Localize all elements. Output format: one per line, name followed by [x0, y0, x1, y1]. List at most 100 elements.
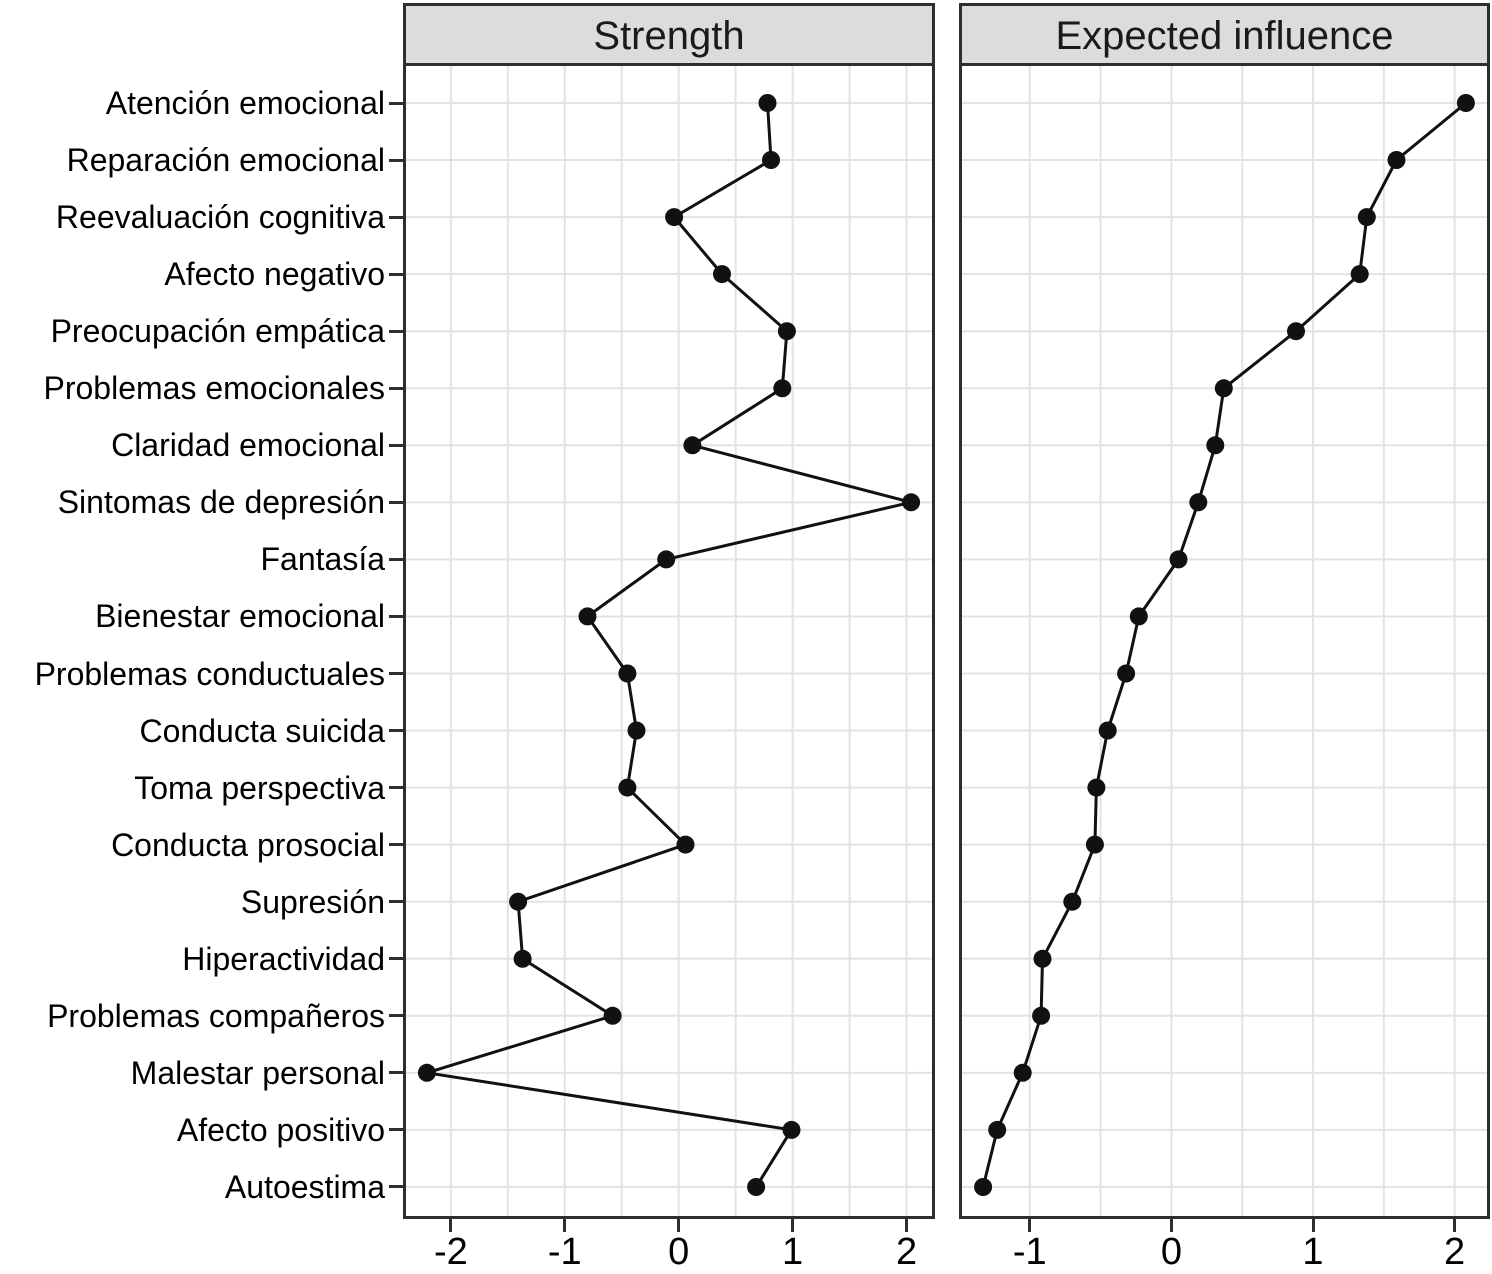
data-point	[1098, 721, 1117, 740]
data-point	[777, 322, 796, 341]
y-axis-tick	[389, 900, 403, 904]
y-axis-tick	[389, 272, 403, 276]
data-point	[1032, 1006, 1051, 1025]
data-point	[1357, 208, 1376, 227]
panel-strip-strength: Strength	[403, 3, 935, 63]
data-point	[1033, 949, 1052, 968]
data-point	[762, 151, 780, 169]
y-axis-label: Bienestar emocional	[95, 598, 385, 635]
x-axis-tick	[1028, 1219, 1032, 1232]
data-point	[1387, 151, 1406, 169]
series-line	[426, 102, 912, 1188]
expected-influence-panel	[959, 63, 1490, 1219]
data-point	[1287, 322, 1305, 341]
data-point	[513, 949, 532, 968]
data-point	[1206, 436, 1225, 455]
y-axis-tick	[389, 329, 403, 333]
y-axis-label: Reevaluación cognitiva	[55, 199, 385, 236]
y-axis-tick	[389, 1071, 403, 1075]
x-axis-tick	[1169, 1219, 1173, 1232]
data-point	[665, 208, 684, 227]
data-point	[683, 436, 702, 455]
x-axis-tick	[449, 1219, 453, 1232]
data-point	[1085, 835, 1104, 854]
y-axis-tick	[389, 386, 403, 390]
data-point	[1189, 493, 1208, 512]
data-point	[1214, 379, 1233, 398]
series-line	[981, 101, 1467, 1188]
y-axis-tick	[389, 843, 403, 847]
x-axis-tick-label: -1	[547, 1231, 582, 1273]
y-axis-tick	[389, 158, 403, 162]
data-point	[1129, 607, 1148, 626]
x-axis-tick	[791, 1219, 795, 1232]
y-axis-label: Conducta prosocial	[111, 826, 385, 863]
panel-border	[403, 63, 935, 1219]
data-point	[618, 664, 637, 683]
x-axis-tick-label: 2	[1444, 1231, 1466, 1273]
data-point	[1456, 94, 1475, 112]
data-point	[773, 379, 792, 398]
y-axis-label: Toma perspectiva	[134, 769, 385, 806]
y-axis-label: Malestar personal	[130, 1054, 385, 1091]
x-axis-tick	[1453, 1219, 1457, 1232]
y-axis-label: Problemas emocionales	[43, 370, 386, 407]
x-axis-tick-label: 1	[1302, 1231, 1324, 1273]
x-axis-tick-label: 2	[895, 1231, 918, 1273]
x-axis-tick-label: 0	[1160, 1231, 1182, 1273]
data-point	[1087, 778, 1106, 797]
y-axis-label: Fantasía	[260, 541, 385, 578]
y-axis-label: Atención emocional	[105, 85, 385, 121]
data-point	[578, 607, 597, 626]
x-axis-tick-label: 0	[668, 1231, 690, 1273]
strength-panel	[403, 63, 935, 1219]
data-point	[1063, 892, 1082, 911]
x-axis-tick-label: -2	[433, 1231, 468, 1273]
data-point	[1350, 265, 1369, 284]
data-point	[1169, 550, 1188, 569]
y-axis-tick	[389, 672, 403, 675]
x-axis-tick	[563, 1219, 567, 1232]
y-axis-label: Conducta suicida	[139, 712, 385, 749]
y-axis-label: Problemas conductuales	[34, 655, 385, 692]
y-axis-label: Sintomas de depresión	[57, 484, 385, 521]
data-point	[758, 94, 777, 112]
y-axis-label: Problemas compañeros	[47, 997, 385, 1034]
data-point	[1117, 664, 1136, 683]
y-axis-label: Autoestima	[224, 1168, 385, 1205]
data-point	[627, 721, 646, 740]
x-axis-tick	[905, 1219, 909, 1232]
x-axis-tick	[1311, 1219, 1315, 1232]
y-axis-tick	[389, 443, 403, 447]
y-axis-tick	[389, 500, 403, 504]
data-point	[603, 1006, 622, 1025]
y-axis-tick	[389, 786, 403, 790]
data-point	[618, 778, 637, 797]
y-axis-label: Preocupación empática	[50, 313, 385, 350]
y-axis-tick	[389, 1185, 403, 1189]
panel-title-strength: Strength	[593, 13, 745, 58]
y-axis-label: Reparación emocional	[66, 142, 385, 179]
data-point	[974, 1178, 993, 1196]
data-point	[509, 892, 528, 911]
panel-title-expected-influence: Expected influence	[1055, 13, 1394, 58]
x-axis-tick-label: 1	[782, 1231, 804, 1273]
data-point	[713, 265, 731, 284]
data-point	[676, 835, 695, 854]
y-axis-tick	[389, 557, 403, 561]
x-axis-tick	[677, 1219, 681, 1232]
y-axis-tick	[389, 614, 403, 618]
y-axis-tick	[389, 1128, 403, 1132]
data-point	[1013, 1063, 1032, 1082]
y-axis-tick	[389, 957, 403, 961]
y-axis-label: Supresión	[240, 883, 385, 920]
y-axis-tick	[389, 215, 403, 219]
panel-border	[959, 63, 1490, 1219]
y-axis-label: Claridad emocional	[111, 427, 385, 464]
y-axis-label: Hiperactividad	[182, 940, 385, 977]
y-axis-label: Afecto positivo	[176, 1111, 385, 1148]
data-point	[747, 1178, 766, 1196]
y-axis-tick	[389, 101, 403, 105]
y-axis-label: Afecto negativo	[164, 256, 385, 293]
